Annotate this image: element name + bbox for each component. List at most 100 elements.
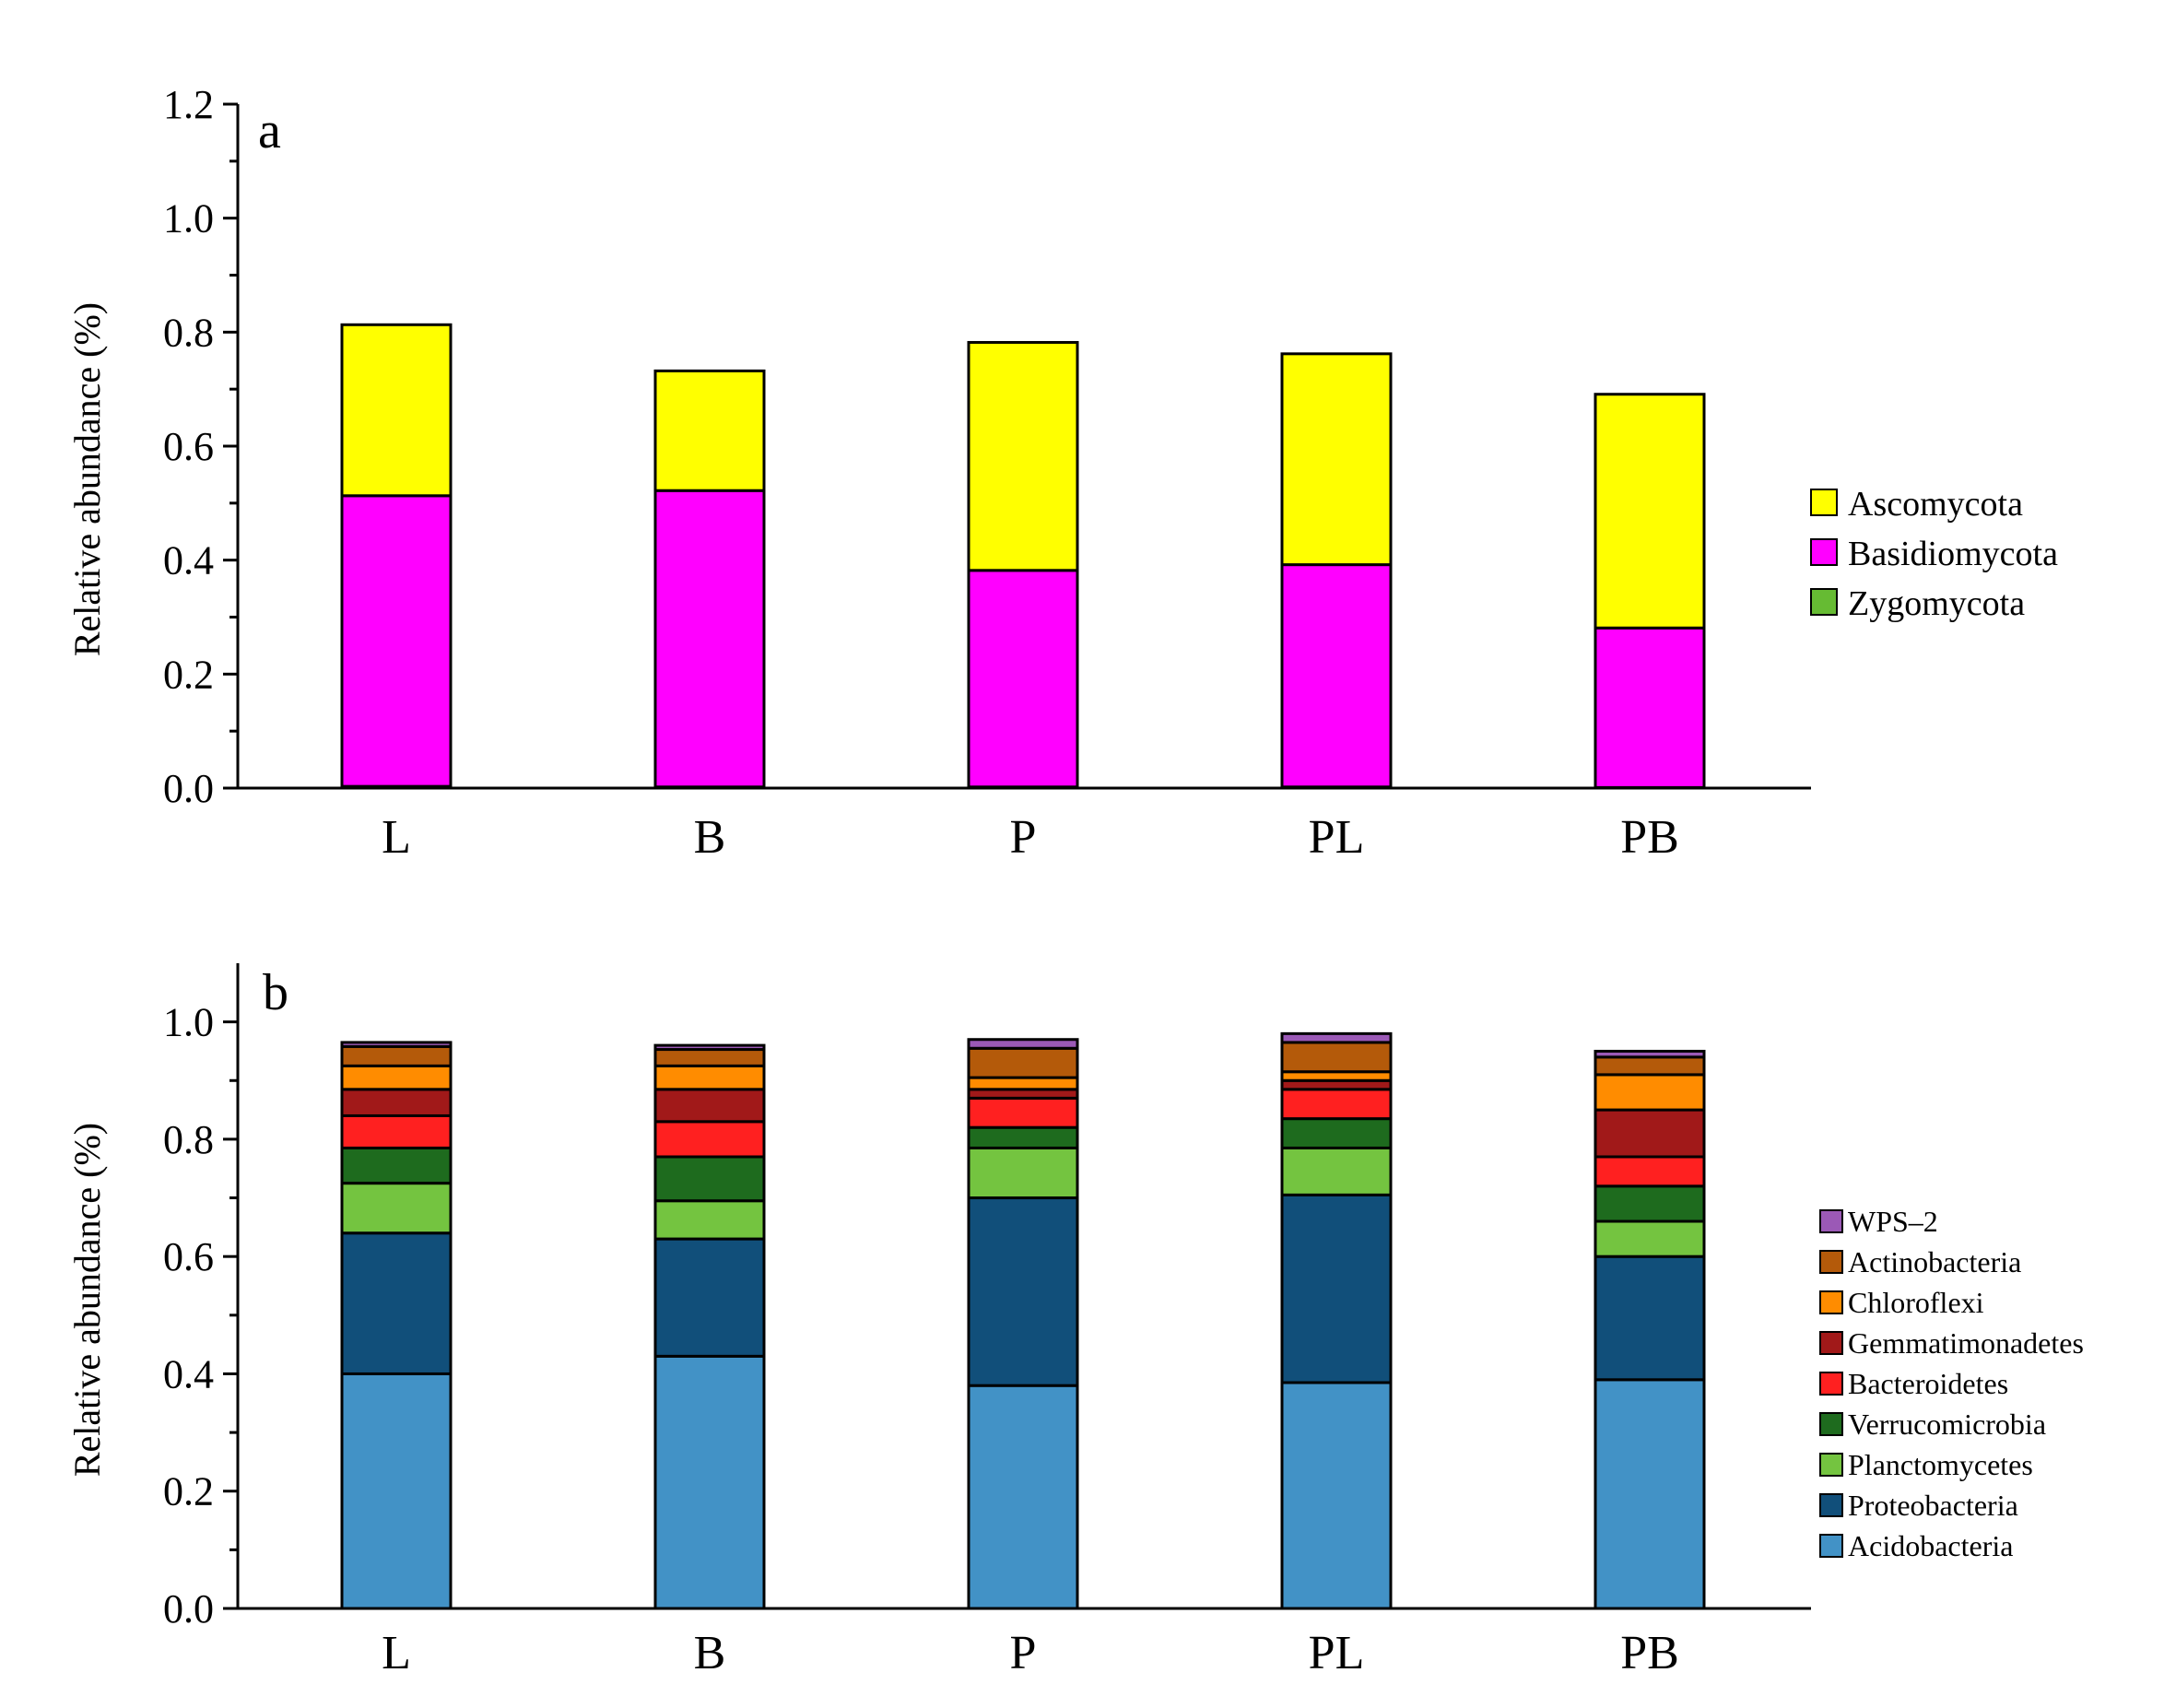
- legend-label: Verrucomicrobia: [1848, 1408, 2046, 1441]
- bar-L-ascomycota: [340, 323, 453, 498]
- bar-L-gemmatimonadetes: [340, 1088, 453, 1117]
- x-tick-label-L: L: [382, 811, 411, 864]
- panel-b-label: b: [263, 964, 288, 1021]
- bar-B-wps-2: [653, 1043, 766, 1052]
- bar-L-basidiomycota: [340, 494, 453, 788]
- legend-label: Acidobacteria: [1848, 1529, 2013, 1562]
- bar-L-acidobacteria: [340, 1372, 453, 1610]
- legend-label: Ascomycota: [1848, 485, 2023, 524]
- y-tick-label: 0.6: [163, 424, 214, 469]
- x-tick-label-PL: PL: [1309, 1627, 1365, 1679]
- x-tick-label-L: L: [382, 1627, 411, 1679]
- legend-label: Zygomycota: [1848, 584, 2025, 623]
- bar-PL-proteobacteria: [1280, 1193, 1393, 1384]
- bar-B-actinobacteria: [653, 1048, 766, 1067]
- legend-swatch-acidobacteria: [1819, 1534, 1843, 1558]
- y-tick-label: 0.0: [163, 1586, 214, 1631]
- bar-PL-wps-2: [1280, 1031, 1393, 1044]
- bar-B-ascomycota: [653, 369, 766, 492]
- y-tick-label: 0.4: [163, 1351, 214, 1396]
- x-tick-label-PB: PB: [1620, 1627, 1679, 1679]
- bar-B-chloroflexi: [653, 1064, 766, 1091]
- x-tick-label-B: B: [694, 1627, 726, 1679]
- bar-L-verrucomicrobia: [340, 1146, 453, 1185]
- bar-P-actinobacteria: [967, 1046, 1079, 1079]
- y-tick-label: 1.0: [163, 196, 214, 241]
- bar-L-chloroflexi: [340, 1064, 453, 1091]
- bar-P-acidobacteria: [967, 1384, 1079, 1610]
- bar-PL-bacteroidetes: [1280, 1088, 1393, 1121]
- legend-swatch-zygomycota: [1810, 588, 1838, 616]
- panel-b-chart: b Relative abundance (%) L B P PL PB 0.0 0.2 0.…: [66, 963, 2084, 1679]
- y-tick-label: 1.0: [163, 1000, 214, 1045]
- bar-P-ascomycota: [967, 340, 1079, 572]
- legend-label: Bacteroidetes: [1848, 1367, 2008, 1400]
- y-tick-label: 1.2: [163, 82, 214, 127]
- bar-P-basidiomycota: [967, 569, 1079, 789]
- y-tick-label: 0.2: [163, 652, 214, 697]
- bar-PL-ascomycota: [1280, 352, 1393, 567]
- bar-L-planctomycetes: [340, 1182, 453, 1235]
- x-tick-label-B: B: [694, 811, 726, 864]
- bar-P-verrucomicrobia: [967, 1125, 1079, 1149]
- bar-PB-gemmatimonadetes: [1594, 1108, 1706, 1159]
- panel-a-label: a: [258, 102, 281, 159]
- bar-B-proteobacteria: [653, 1237, 766, 1358]
- y-tick-label: 0.8: [163, 310, 214, 355]
- bar-B-verrucomicrobia: [653, 1155, 766, 1203]
- bar-B-planctomycetes: [653, 1199, 766, 1241]
- bar-P-bacteroidetes: [967, 1096, 1079, 1129]
- bar-PB-basidiomycota: [1594, 626, 1706, 789]
- bar-L-proteobacteria: [340, 1231, 453, 1375]
- panel-a-chart: a Relative abundance (%) L B P PL PB 0.0 0.2 0.…: [66, 82, 2058, 864]
- legend-swatch-chloroflexi: [1819, 1290, 1843, 1314]
- bar-PB-bacteroidetes: [1594, 1155, 1706, 1188]
- panel-b-y-axis-label: Relative abundance (%): [66, 1123, 108, 1477]
- bar-B-bacteroidetes: [653, 1120, 766, 1159]
- bar-B-gemmatimonadetes: [653, 1088, 766, 1124]
- legend-label: Proteobacteria: [1848, 1489, 2018, 1522]
- legend-swatch-ascomycota: [1810, 489, 1838, 516]
- bar-P-proteobacteria: [967, 1196, 1079, 1387]
- y-tick-label: 0.2: [163, 1469, 214, 1514]
- legend-label: Gemmatimonadetes: [1848, 1326, 2084, 1360]
- bar-PB-actinobacteria: [1594, 1055, 1706, 1077]
- legend-swatch-basidiomycota: [1810, 538, 1838, 566]
- bar-PB-verrucomicrobia: [1594, 1184, 1706, 1223]
- bar-PB-ascomycota: [1594, 393, 1706, 630]
- bar-PB-acidobacteria: [1594, 1378, 1706, 1610]
- bar-P-planctomycetes: [967, 1146, 1079, 1200]
- bar-PL-basidiomycota: [1280, 563, 1393, 789]
- legend-label: WPS–2: [1848, 1205, 1938, 1238]
- panel-a-y-axis-label: Relative abundance (%): [66, 302, 108, 656]
- bar-PL-planctomycetes: [1280, 1146, 1393, 1196]
- legend-label: Actinobacteria: [1848, 1245, 2021, 1278]
- bar-PL-verrucomicrobia: [1280, 1117, 1393, 1149]
- bar-P-chloroflexi: [967, 1076, 1079, 1091]
- bar-PB-planctomycetes: [1594, 1219, 1706, 1258]
- x-tick-label-P: P: [1010, 1627, 1037, 1679]
- bar-L-bacteroidetes: [340, 1113, 453, 1149]
- legend-label: Basidiomycota: [1848, 535, 2058, 573]
- y-tick-label: 0.4: [163, 538, 214, 583]
- legend-swatch-bacteroidetes: [1819, 1372, 1843, 1396]
- bar-PB-wps-2: [1594, 1049, 1706, 1059]
- bar-P-wps-2: [967, 1038, 1079, 1050]
- bar-PB-chloroflexi: [1594, 1073, 1706, 1112]
- bar-PL-actinobacteria: [1280, 1041, 1393, 1074]
- bar-PL-acidobacteria: [1280, 1381, 1393, 1610]
- bar-L-actinobacteria: [340, 1044, 453, 1067]
- bar-PB-proteobacteria: [1594, 1254, 1706, 1382]
- legend-swatch-verrucomicrobia: [1819, 1412, 1843, 1436]
- legend-label: Chloroflexi: [1848, 1286, 1984, 1319]
- x-tick-label-P: P: [1010, 811, 1037, 864]
- bar-L-wps-2: [340, 1041, 453, 1048]
- y-tick-label: 0.8: [163, 1117, 214, 1162]
- legend-label: Planctomycetes: [1848, 1448, 2033, 1481]
- legend-swatch-gemmatimonadetes: [1819, 1331, 1843, 1355]
- bar-B-acidobacteria: [653, 1354, 766, 1610]
- legend-swatch-actinobacteria: [1819, 1250, 1843, 1274]
- y-tick-label: 0.6: [163, 1234, 214, 1279]
- bar-B-basidiomycota: [653, 489, 766, 789]
